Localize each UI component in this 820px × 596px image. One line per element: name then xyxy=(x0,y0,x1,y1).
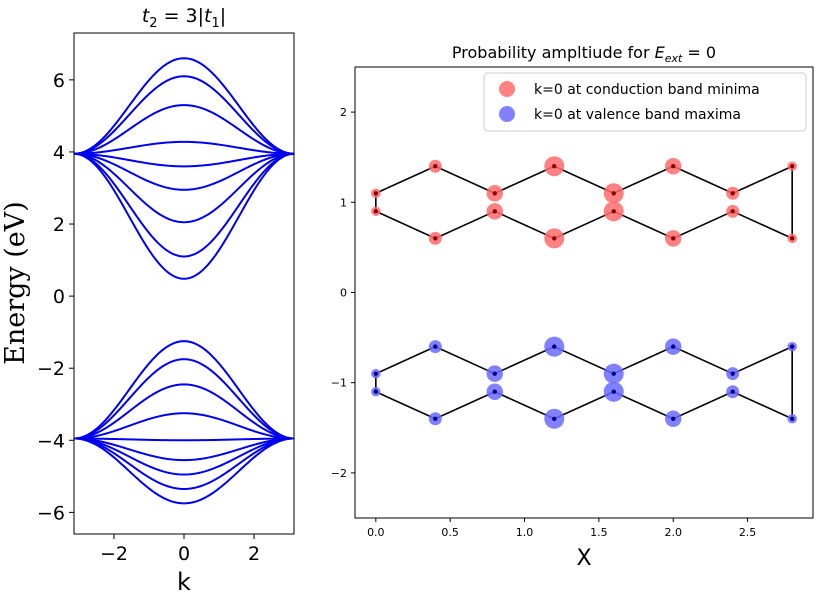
amplitude-y-axis-ticks: −2 −1 0 1 2 xyxy=(331,106,355,480)
band-y-tick-label: −6 xyxy=(37,502,65,524)
lattice-site-dot xyxy=(611,371,616,376)
band-x-tick-label: 2 xyxy=(248,543,260,565)
valence-band-line-5 xyxy=(73,437,295,462)
conduction-band-line-2 xyxy=(73,104,295,155)
band-curves xyxy=(73,57,295,505)
lattice-site-dot xyxy=(789,236,795,241)
lattice-site-dot xyxy=(492,371,497,376)
legend: k=0 at conduction band minima k=0 at val… xyxy=(483,72,807,132)
lattice-site-dot xyxy=(611,191,616,196)
lattice-site-dot xyxy=(492,389,497,394)
valence-band-line-8 xyxy=(73,437,295,505)
amplitude-plot-frame xyxy=(354,66,814,519)
lattice-site-dot xyxy=(433,416,438,421)
band-x-tick-label: 0 xyxy=(178,543,190,565)
amp-x-tick-label: 0.5 xyxy=(441,526,459,539)
lattice-site-dot xyxy=(730,209,735,214)
conduction-band-line-6 xyxy=(73,152,295,224)
lattice-site-dot xyxy=(671,344,676,349)
lattice-site-dot xyxy=(671,236,676,241)
band-y-tick-label: 2 xyxy=(53,214,65,236)
lattice-site-dot xyxy=(611,209,616,214)
band-y-axis-label: Energy (eV) xyxy=(0,201,31,365)
lattice-site-dot xyxy=(433,164,438,169)
valence-band-line-4 xyxy=(74,437,294,442)
lattice-site-dot xyxy=(789,164,795,169)
band-x-axis-label: k xyxy=(177,568,191,596)
lattice-site-dot xyxy=(552,164,557,169)
lattice-site-dot xyxy=(730,371,735,376)
amp-x-tick-label: 0.0 xyxy=(367,526,385,539)
band-y-axis-ticks: −6 −4 −2 0 2 4 6 xyxy=(37,70,74,524)
band-structure-panel: t2 = 3|t1| −6 −4 −2 0 2 4 6 −2 0 2 k Energy (eV) xyxy=(0,5,295,596)
lattice-site-dot xyxy=(492,191,497,196)
lattice-site-dot xyxy=(730,191,735,196)
lattice-site-dot xyxy=(373,389,379,394)
band-y-tick-label: −2 xyxy=(37,358,65,380)
conduction-band-line-4 xyxy=(73,152,295,168)
band-y-tick-label: 4 xyxy=(53,142,65,164)
lattice-site-dot xyxy=(373,209,379,214)
lattice-site-dot xyxy=(611,389,616,394)
conduction-band-line-8 xyxy=(73,152,295,280)
lattice-site-dot xyxy=(671,416,676,421)
lattice-site-dot xyxy=(433,236,438,241)
valence-band-line-0 xyxy=(73,340,295,440)
amp-y-tick-label: 0 xyxy=(340,287,347,300)
band-y-tick-label: 6 xyxy=(53,70,65,92)
lattice-bonds xyxy=(375,164,793,421)
legend-marker-conduction xyxy=(499,81,515,97)
valence-band-line-6 xyxy=(73,437,295,476)
conduction-band-line-1 xyxy=(73,75,295,155)
band-plot-frame xyxy=(73,32,295,535)
lattice-ring-1 xyxy=(375,345,793,421)
amplitude-x-axis-label: X xyxy=(576,546,591,571)
valence-band-line-3 xyxy=(73,412,295,440)
band-panel-title: t2 = 3|t1| xyxy=(142,5,226,31)
lattice-site-dot xyxy=(373,191,379,196)
conduction-band-line-5 xyxy=(73,152,295,191)
lattice-site-dot xyxy=(492,209,497,214)
lattice-site-dot xyxy=(373,371,379,376)
amplitude-panel-title: Probability ampltiude for Eext = 0 xyxy=(452,43,716,65)
conduction-band-line-3 xyxy=(73,140,295,155)
amp-y-tick-label: 2 xyxy=(340,106,347,119)
band-x-axis-ticks: −2 0 2 xyxy=(100,534,260,565)
amp-x-tick-label: 2.0 xyxy=(664,526,682,539)
amp-y-tick-label: 1 xyxy=(340,196,347,209)
amp-x-tick-label: 1.0 xyxy=(516,526,534,539)
legend-label-conduction: k=0 at conduction band minima xyxy=(534,82,760,98)
amplitude-markers xyxy=(371,156,797,429)
legend-marker-valence xyxy=(499,106,515,122)
valence-band-line-2 xyxy=(73,383,295,440)
valence-band-line-7 xyxy=(73,437,295,490)
amp-y-tick-label: −2 xyxy=(331,467,347,480)
lattice-site-dot xyxy=(433,344,438,349)
lattice-site-dot xyxy=(552,344,557,349)
band-y-tick-label: −4 xyxy=(37,430,65,452)
lattice-site-dot xyxy=(552,236,557,241)
amp-x-tick-label: 2.5 xyxy=(739,526,757,539)
amplitude-x-axis-ticks: 0.0 0.5 1.0 1.5 2.0 2.5 xyxy=(367,518,756,539)
valence-band-line-1 xyxy=(73,358,295,440)
band-y-tick-label: 0 xyxy=(53,286,65,308)
legend-label-valence: k=0 at valence band maxima xyxy=(534,107,741,123)
lattice-site-dot xyxy=(789,344,795,349)
amplitude-panel: Probability ampltiude for Eext = 0 −2 −1 0… xyxy=(331,43,814,571)
band-x-tick-label: −2 xyxy=(100,543,128,565)
conduction-band-line-0 xyxy=(73,57,295,155)
amp-x-tick-label: 1.5 xyxy=(590,526,608,539)
lattice-site-dot xyxy=(671,164,676,169)
legend-box xyxy=(483,72,807,132)
amp-y-tick-label: −1 xyxy=(331,377,347,390)
conduction-band-line-7 xyxy=(73,152,295,258)
lattice-site-dot xyxy=(730,389,735,394)
lattice-ring-0 xyxy=(375,164,793,240)
lattice-site-dot xyxy=(789,416,795,421)
lattice-site-dot xyxy=(552,416,557,421)
